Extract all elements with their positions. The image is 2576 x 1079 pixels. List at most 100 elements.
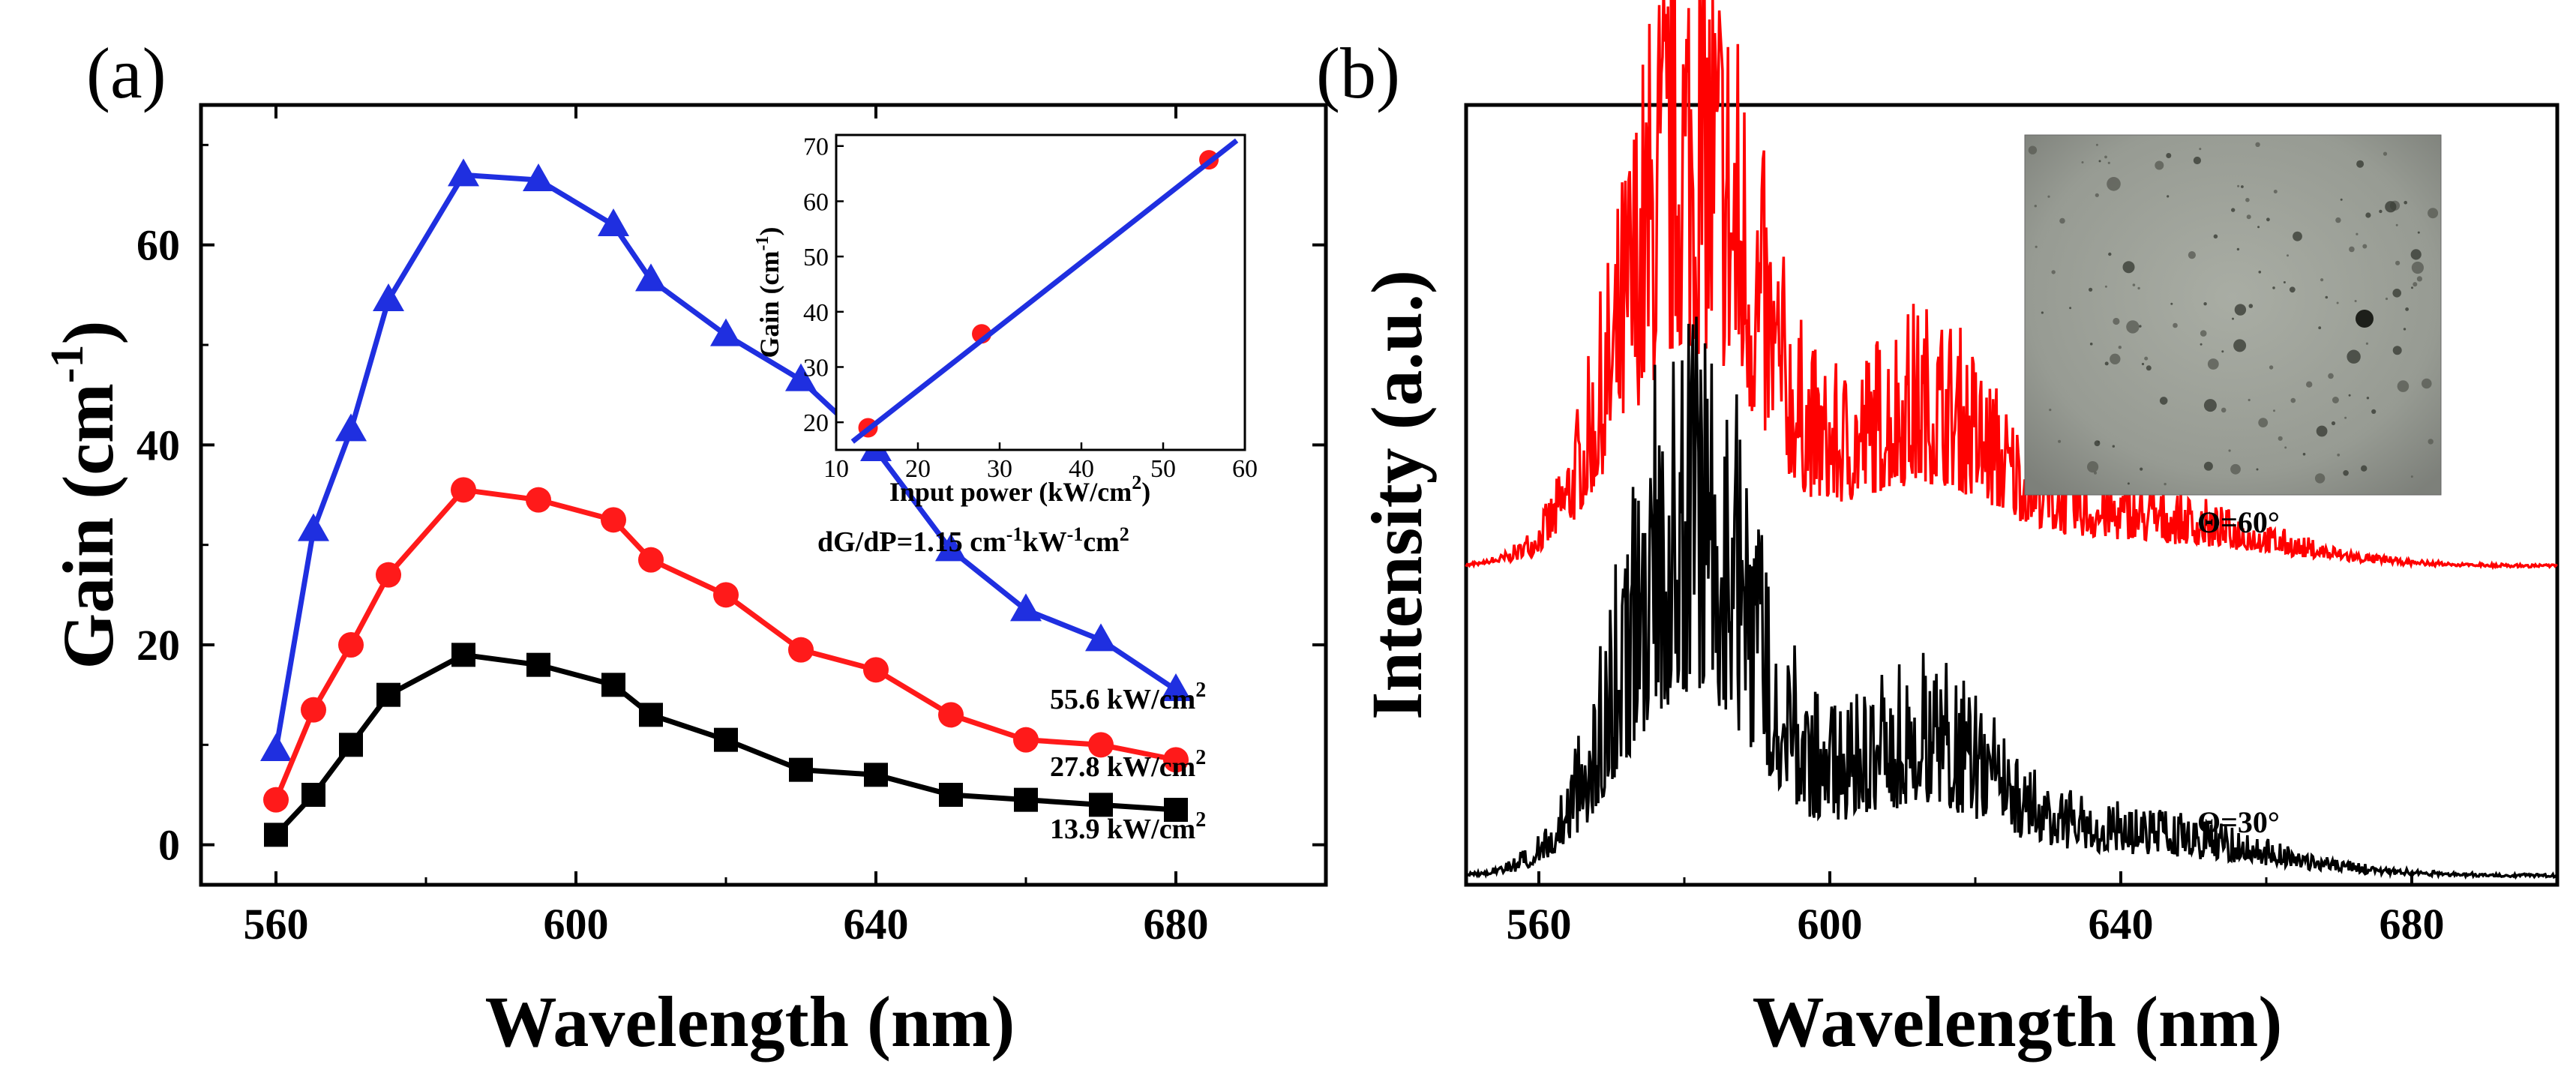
speckle [2137,286,2140,290]
speckle [2203,399,2217,412]
data-point [789,757,813,782]
speckle [2089,342,2093,346]
speckle [2366,397,2370,400]
speckle [2221,350,2224,353]
speckle [2340,198,2343,201]
speckle [2104,361,2109,366]
speckle [2112,445,2115,448]
y-tick-label: 60 [136,221,180,270]
x-tick-label: 600 [544,900,609,949]
speckle [2127,482,2130,485]
series-0 [260,158,1192,761]
speckle [2035,245,2038,248]
panel-a: (a) 560 600 640 680 0 20 40 60 Gain (cm-1) Wave… [42,33,1328,1062]
speckle [2089,287,2093,292]
speckle [2173,322,2178,328]
data-point [451,643,475,667]
speckle [2236,247,2240,251]
inset-data [850,138,1239,444]
speckle [2228,449,2231,452]
x-tick-label: 600 [1798,900,1863,949]
speckle [2411,261,2424,274]
speckle [2290,397,2296,403]
speckle [2203,461,2213,471]
data-point [376,682,400,707]
speckle [2110,353,2121,364]
speckle [2328,373,2334,379]
inset-y-tick-label: 60 [803,188,829,216]
speckle [2256,468,2259,471]
theta-30-label: Θ=30° [2197,805,2280,839]
speckle [2200,343,2203,346]
speckle [2278,436,2283,441]
data-point [301,783,325,807]
speckle [2237,184,2240,187]
panel-b-ticks: 560 600 640 680 [1507,871,2559,949]
speckle [2058,439,2062,443]
speckle [2320,278,2324,282]
speckle [2392,346,2402,355]
speckle [2362,244,2368,249]
speckle [2230,463,2241,475]
speckle [2188,251,2196,259]
speckle [2241,185,2244,188]
data-point [1164,798,1188,822]
y-tick-label: 20 [136,621,180,670]
microscope-image [2024,134,2442,496]
panel-a-y-title: Gain (cm-1) [42,321,128,670]
data-point [264,823,288,847]
speckle [2331,421,2336,426]
speckle [2413,282,2418,287]
panel-a-ticks: 560 600 640 680 0 20 40 60 [136,105,1326,949]
inset-y-tick-label: 70 [803,133,829,161]
speckle [2314,473,2326,484]
data-point [788,637,814,663]
speckle [2170,302,2173,305]
data-point [1014,787,1038,812]
speckle [2248,304,2254,308]
speckle [2221,407,2227,413]
speckle [2410,249,2422,260]
speckle [2428,439,2434,445]
data-point [376,562,401,588]
x-tick-label: 560 [1507,900,1572,949]
speckle [2049,409,2052,412]
panel-b-x-title: Wavelength (nm) [1753,982,2283,1062]
data-point [1160,673,1192,701]
inset-y-tick-label: 30 [803,354,829,382]
speckle [2283,281,2286,283]
data-point [1163,747,1189,773]
data-point [598,208,629,236]
speckle [2403,328,2407,331]
speckle [2059,217,2065,224]
speckle [2248,398,2251,402]
inset-x-tick-label: 30 [987,455,1012,483]
speckle [2028,145,2038,154]
data-point [714,727,738,752]
slope-annotation: dG/dP=1.15 cm-1kW-1cm2 [817,523,1129,558]
speckle [2081,161,2084,163]
x-tick-label: 640 [844,900,909,949]
speckle [2318,326,2322,330]
speckle [2246,214,2251,220]
speckle [2095,143,2098,146]
speckle [2365,342,2368,345]
speckle [2344,416,2347,419]
speckle [2356,160,2365,168]
speckle [2155,160,2164,170]
speckle [2122,261,2135,274]
speckle [2405,307,2410,311]
panel-a-frame [199,103,1328,887]
panel-b-series [1465,0,2559,880]
panel-b-label: (b) [1316,33,1400,113]
data-point [1010,593,1042,622]
data-point [451,477,476,503]
speckle [2379,209,2383,214]
speckle [2258,271,2262,274]
speckle [2257,226,2260,229]
speckle [2354,300,2357,302]
speckle [2140,467,2143,471]
speckle [2107,161,2110,164]
speckle [2395,223,2398,226]
